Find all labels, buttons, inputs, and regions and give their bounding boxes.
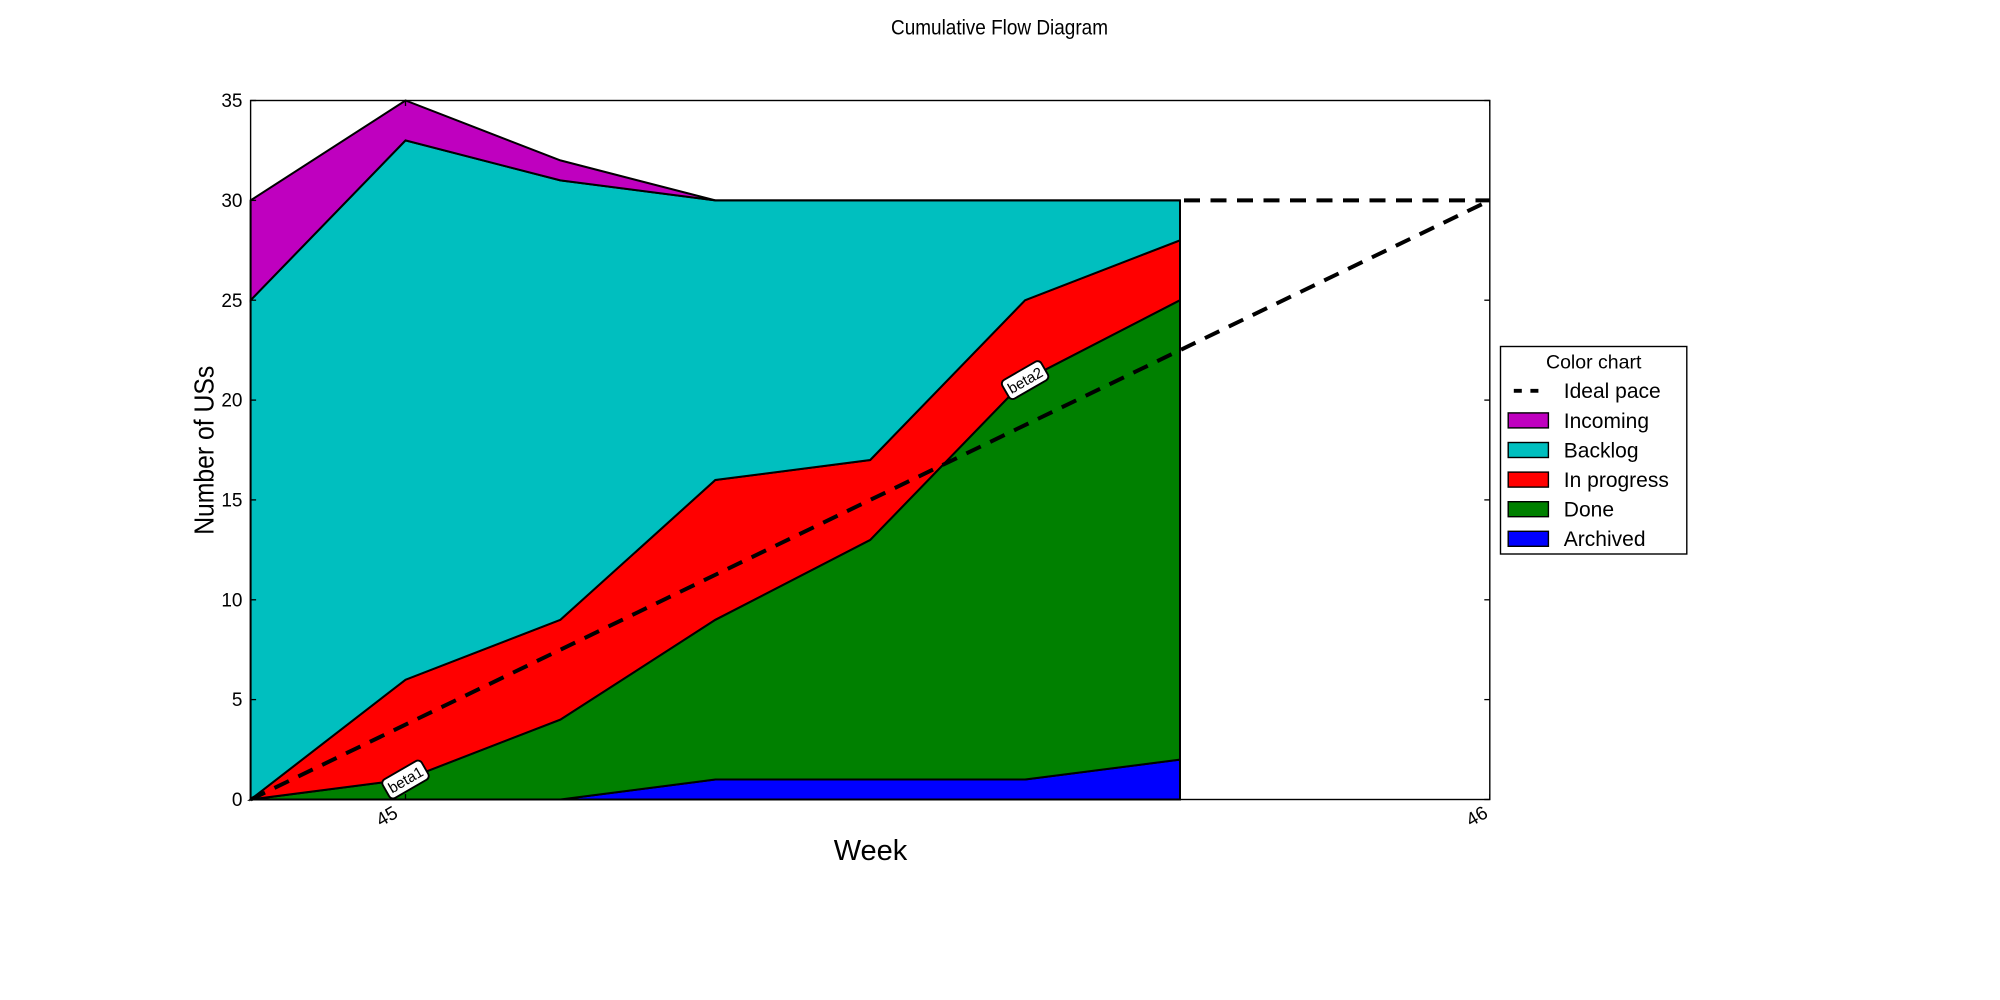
svg-text:5: 5 xyxy=(232,690,243,711)
svg-text:Cumulative Flow Diagram: Cumulative Flow Diagram xyxy=(891,16,1108,39)
svg-text:Ideal pace: Ideal pace xyxy=(1564,380,1661,403)
svg-text:20: 20 xyxy=(221,391,242,412)
svg-text:Done: Done xyxy=(1564,499,1614,522)
svg-text:Number of USs: Number of USs xyxy=(189,366,220,535)
svg-text:0: 0 xyxy=(232,790,243,811)
svg-text:30: 30 xyxy=(221,191,242,212)
svg-text:Backlog: Backlog xyxy=(1564,439,1639,462)
svg-text:35: 35 xyxy=(221,91,242,112)
svg-text:Week: Week xyxy=(834,835,908,867)
svg-text:10: 10 xyxy=(221,590,242,611)
svg-text:25: 25 xyxy=(221,291,242,312)
svg-text:Archived: Archived xyxy=(1564,528,1646,551)
svg-text:15: 15 xyxy=(221,491,242,512)
svg-text:Color chart: Color chart xyxy=(1546,352,1642,374)
svg-text:In progress: In progress xyxy=(1564,469,1669,492)
svg-text:Incoming: Incoming xyxy=(1564,410,1649,433)
